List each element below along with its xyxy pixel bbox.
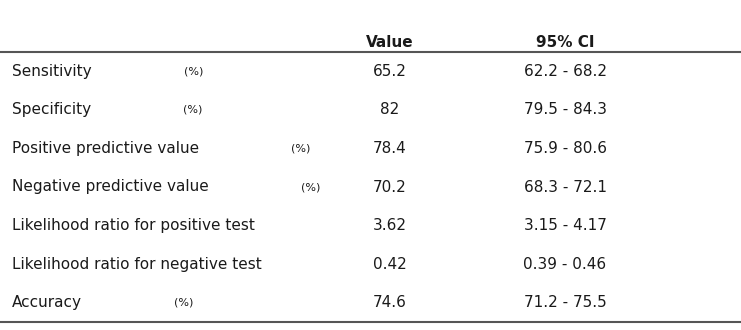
Text: 3.15 - 4.17: 3.15 - 4.17 [524, 218, 606, 233]
Text: Sensitivity: Sensitivity [12, 64, 92, 79]
Text: 74.6: 74.6 [373, 295, 407, 310]
Text: Positive predictive value: Positive predictive value [12, 141, 199, 156]
Text: Value: Value [366, 35, 413, 50]
Text: Specificity: Specificity [12, 102, 91, 117]
Text: 78.4: 78.4 [373, 141, 407, 156]
Text: (%): (%) [291, 144, 310, 153]
Text: Negative predictive value: Negative predictive value [12, 180, 209, 194]
Text: 68.3 - 72.1: 68.3 - 72.1 [523, 180, 606, 194]
Text: 75.9 - 80.6: 75.9 - 80.6 [523, 141, 606, 156]
Text: (%): (%) [301, 182, 320, 192]
Text: 95% CI: 95% CI [536, 35, 594, 50]
Text: 62.2 - 68.2: 62.2 - 68.2 [523, 64, 606, 79]
Text: Accuracy: Accuracy [12, 295, 82, 310]
Text: 0.39 - 0.46: 0.39 - 0.46 [523, 257, 607, 272]
Text: 65.2: 65.2 [373, 64, 407, 79]
Text: (%): (%) [174, 298, 193, 308]
Text: 82: 82 [380, 102, 399, 117]
Text: 79.5 - 84.3: 79.5 - 84.3 [523, 102, 606, 117]
Text: (%): (%) [184, 66, 203, 76]
Text: (%): (%) [183, 105, 202, 115]
Text: Likelihood ratio for negative test: Likelihood ratio for negative test [12, 257, 262, 272]
Text: 71.2 - 75.5: 71.2 - 75.5 [524, 295, 606, 310]
Text: Likelihood ratio for positive test: Likelihood ratio for positive test [12, 218, 255, 233]
Text: 70.2: 70.2 [373, 180, 407, 194]
Text: 3.62: 3.62 [373, 218, 407, 233]
Text: 0.42: 0.42 [373, 257, 407, 272]
